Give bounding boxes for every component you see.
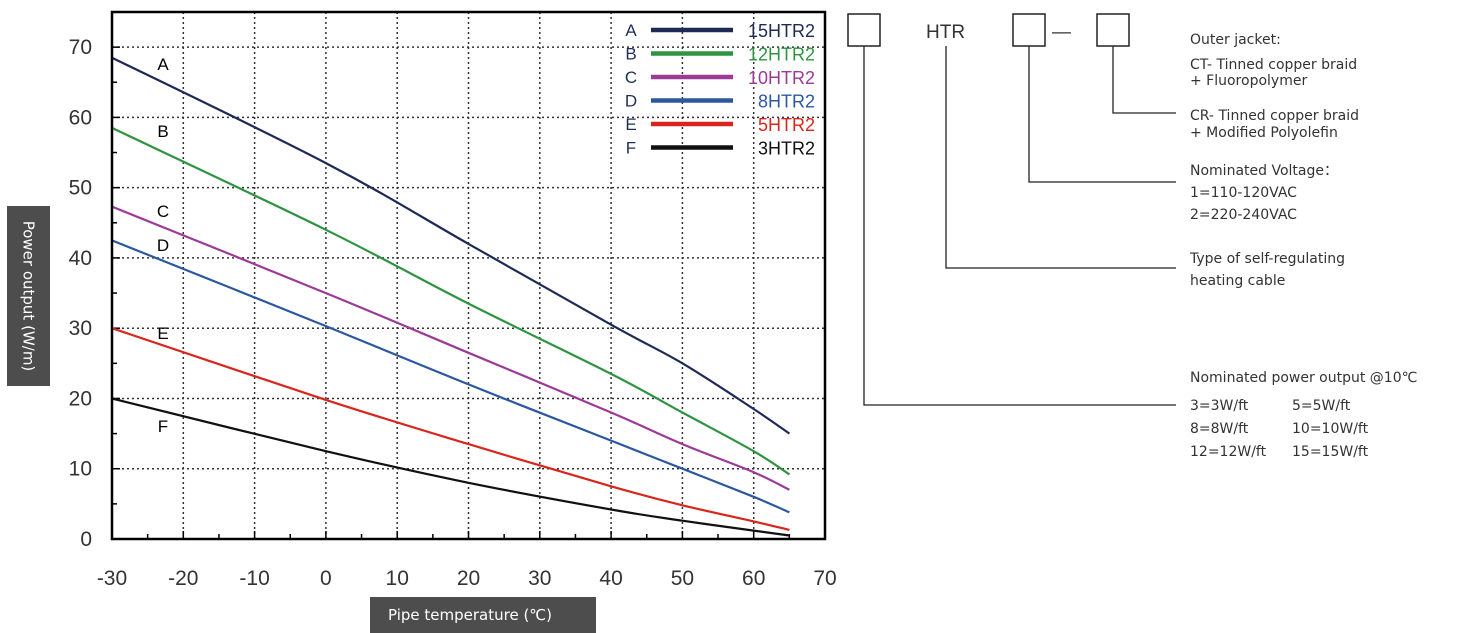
product-code-diagram: HTR — Outer jacket: CT- Tinned copper br… [847, 13, 1417, 460]
power-option: 8=8W/ft [1190, 421, 1249, 437]
power-option: 12=12W/ft [1190, 444, 1267, 460]
curve-letter-c: C [157, 202, 169, 221]
cable-type-line2: heating cable [1190, 273, 1285, 289]
curve-letter-b: B [157, 122, 168, 141]
curve-letter-d: D [157, 236, 169, 255]
voltage-option-1: 1=110-120VAC [1190, 185, 1297, 201]
ct-jacket-line2: + Fluoropolymer [1190, 73, 1307, 89]
voltage-leader-line [1028, 46, 1176, 183]
y-tick-label: 30 [69, 317, 92, 340]
y-tick-label: 40 [69, 247, 92, 270]
y-tick-label: 70 [69, 36, 92, 59]
voltage-option-2: 2=220-240VAC [1190, 207, 1297, 223]
legend-letter: B [625, 45, 636, 64]
legend: A 15HTR2 B 12HTR2 C 10HTR2 D 8HTR2 E 5HTR2 F 3HTR2 [625, 21, 815, 159]
legend-label: 8HTR2 [758, 92, 815, 112]
voltage-title: Nominated Voltage： [1190, 163, 1338, 179]
series-line-e [111, 327, 790, 531]
x-axis-label: Pipe temperature (℃) [388, 606, 552, 624]
y-tick-label: 0 [80, 528, 92, 551]
curve-letter-a: A [157, 55, 169, 74]
power-option: 5=5W/ft [1292, 398, 1351, 414]
legend-letter: E [625, 115, 636, 134]
curve-letter-labels: A B CD E F [157, 55, 169, 436]
x-tick-label: 50 [671, 567, 694, 590]
x-tick-label: 70 [813, 567, 836, 590]
legend-letter: D [625, 92, 637, 111]
legend-label: 3HTR2 [758, 139, 815, 159]
power-code-box [847, 13, 881, 47]
cr-jacket-line1: CR- Tinned copper braid [1190, 108, 1359, 124]
legend-label: 15HTR2 [748, 21, 815, 41]
y-axis-label-box [7, 206, 50, 386]
x-tick-label: 40 [599, 567, 622, 590]
series-line-a [111, 56, 791, 435]
curve-letter-f: F [158, 417, 168, 436]
y-tick-label: 50 [69, 177, 92, 200]
power-option: 3=3W/ft [1190, 398, 1249, 414]
plot-frame [110, 10, 827, 541]
y-tick-label: 60 [69, 106, 92, 129]
x-tick-label: -20 [168, 567, 198, 590]
code-prefix-text: HTR [926, 22, 965, 43]
outer-jacket-title: Outer jacket: [1190, 32, 1281, 48]
grid-lines [112, 12, 825, 539]
y-tick-label: 20 [69, 387, 92, 410]
series-line-b [111, 126, 790, 476]
x-axis-label-box [370, 597, 596, 633]
x-tick-label: 10 [386, 567, 409, 590]
cr-jacket-line2: + Modified Polyolefin [1190, 125, 1338, 141]
power-option: 10=10W/ft [1292, 421, 1369, 437]
x-tick-label: 60 [742, 567, 765, 590]
y-tick-label: 10 [69, 458, 92, 481]
y-axis-tick-labels: 0 10 20 30 40 50 60 70 [69, 36, 92, 551]
x-axis-tick-labels: -30 -20 -10 0 10 20 30 40 50 60 70 [97, 567, 837, 590]
y-axis-label: Power output (W/m) [20, 221, 38, 372]
legend-label: 5HTR2 [758, 115, 815, 135]
legend-letter: F [626, 139, 636, 158]
legend-label: 12HTR2 [748, 45, 815, 65]
power-option: 15=15W/ft [1292, 444, 1369, 460]
curve-letter-e: E [157, 324, 168, 343]
data-series [111, 56, 791, 537]
x-tick-label: 0 [320, 567, 332, 590]
series-line-f [111, 397, 790, 537]
x-tick-label: 20 [457, 567, 480, 590]
voltage-code-box [1012, 13, 1046, 47]
jacket-leader-line [1112, 46, 1176, 114]
x-tick-label: 30 [528, 567, 551, 590]
axis-ticks [111, 11, 826, 540]
type-leader-line [945, 46, 1176, 269]
power-leader-line [863, 46, 1176, 406]
ct-jacket-line1: CT- Tinned copper braid [1190, 57, 1357, 73]
power-output-options: 3=3W/ft 5=5W/ft 8=8W/ft 10=10W/ft 12=12W/ft 1… [1190, 398, 1369, 460]
x-tick-label: -30 [97, 567, 127, 590]
legend-letter: A [625, 21, 637, 40]
legend-label: 10HTR2 [748, 68, 815, 88]
series-line-c [111, 205, 790, 491]
code-separator: — [1052, 22, 1071, 43]
x-tick-label: -10 [239, 567, 269, 590]
line-chart: -30 -20 -10 0 10 20 30 40 50 60 70 0 10 20 30 40 50 60 70… [7, 10, 837, 633]
power-output-title: Nominated power output @10℃ [1190, 370, 1417, 386]
series-line-d [111, 239, 790, 514]
jacket-code-box [1096, 13, 1130, 47]
legend-letter: C [625, 68, 637, 87]
cable-type-line1: Type of self-regulating [1189, 251, 1345, 267]
